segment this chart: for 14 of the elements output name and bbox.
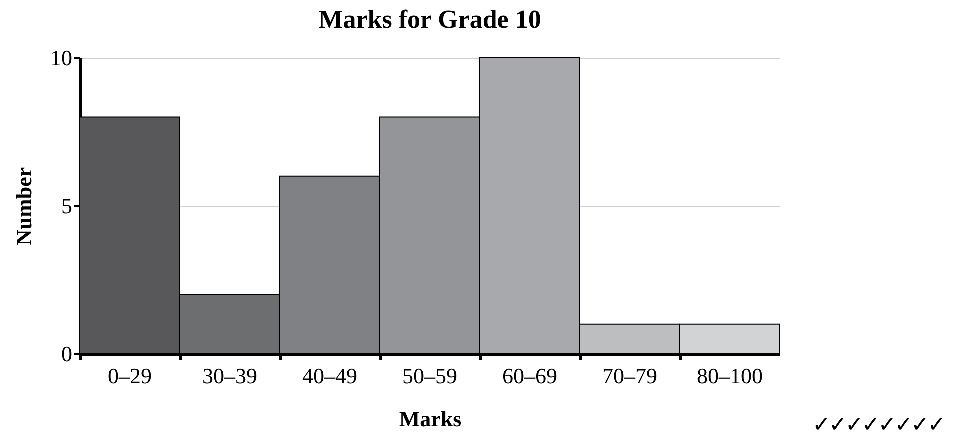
y-tick-label: 10 bbox=[50, 46, 72, 70]
x-tick-label: 0–29 bbox=[108, 364, 152, 388]
x-axis-title: Marks bbox=[399, 406, 462, 432]
x-tick-label: 40–49 bbox=[302, 364, 358, 388]
y-tick-label: 5 bbox=[62, 194, 72, 218]
y-tick-label: 0 bbox=[62, 342, 72, 366]
x-tick-label: 70–79 bbox=[602, 364, 658, 388]
x-tick-label: 30–39 bbox=[202, 364, 258, 388]
chart-title: Marks for Grade 10 bbox=[318, 5, 542, 34]
x-tick-label: 60–69 bbox=[502, 364, 558, 388]
x-tick-label: 50–59 bbox=[402, 364, 458, 388]
y-axis-title: Number bbox=[12, 167, 36, 246]
x-tick-label: 80–100 bbox=[697, 364, 763, 388]
text: ✓✓✓✓✓✓✓✓ bbox=[812, 413, 944, 438]
